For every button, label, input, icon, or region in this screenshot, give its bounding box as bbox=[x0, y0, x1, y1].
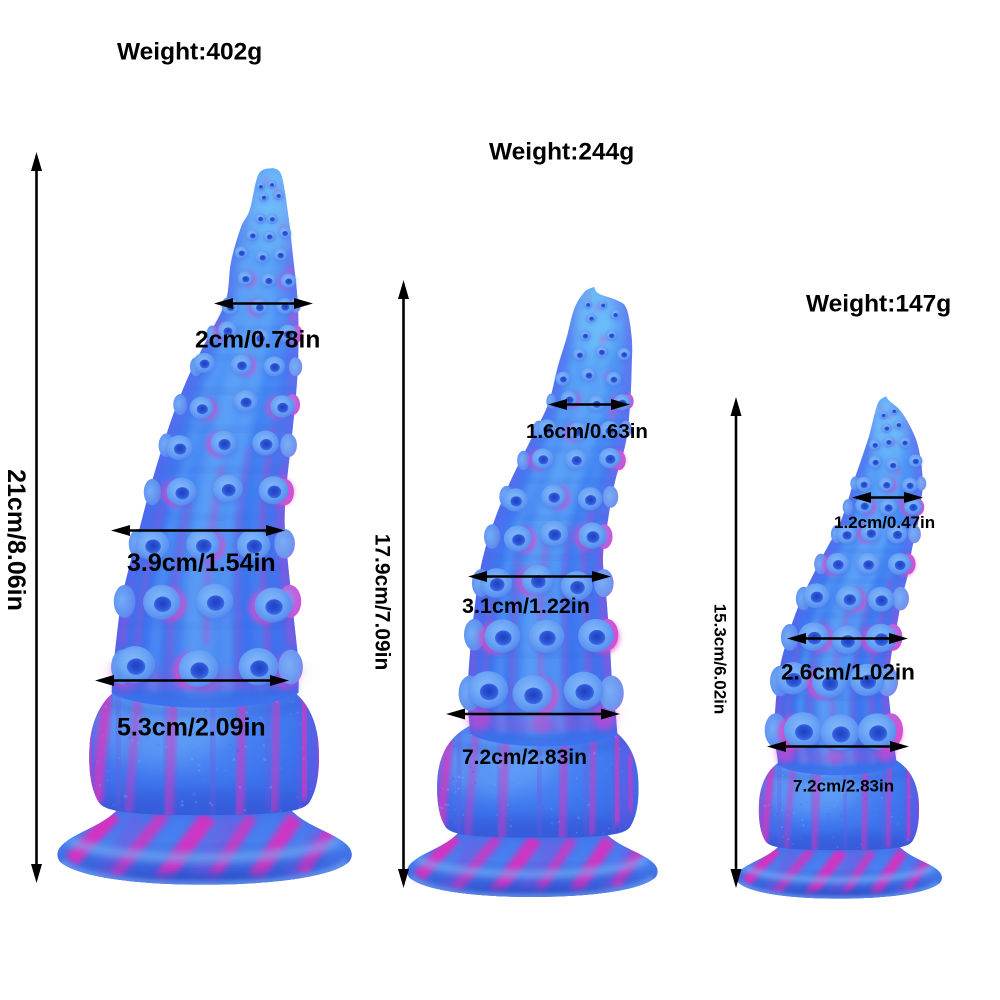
svg-text:3.1cm/1.22in: 3.1cm/1.22in bbox=[462, 594, 590, 618]
svg-text:Weight:402g: Weight:402g bbox=[117, 39, 262, 66]
svg-text:7.2cm/2.83in: 7.2cm/2.83in bbox=[793, 777, 894, 796]
svg-text:2.6cm/1.02in: 2.6cm/1.02in bbox=[781, 660, 915, 685]
svg-text:21cm/8.06in: 21cm/8.06in bbox=[2, 469, 30, 611]
svg-text:Weight:244g: Weight:244g bbox=[489, 138, 634, 165]
svg-text:17.9cm/7.09in: 17.9cm/7.09in bbox=[371, 534, 394, 671]
svg-text:1.6cm/0.63in: 1.6cm/0.63in bbox=[526, 420, 648, 443]
svg-text:5.3cm/2.09in: 5.3cm/2.09in bbox=[117, 714, 266, 742]
svg-text:Weight:147g: Weight:147g bbox=[806, 291, 951, 318]
svg-text:1.2cm/0.47in: 1.2cm/0.47in bbox=[834, 513, 935, 532]
svg-text:7.2cm/2.83in: 7.2cm/2.83in bbox=[462, 746, 587, 769]
svg-text:15.3cm/6.02in: 15.3cm/6.02in bbox=[711, 604, 730, 715]
svg-text:2cm/0.78in: 2cm/0.78in bbox=[195, 327, 320, 354]
svg-text:3.9cm/1.54in: 3.9cm/1.54in bbox=[127, 549, 276, 577]
